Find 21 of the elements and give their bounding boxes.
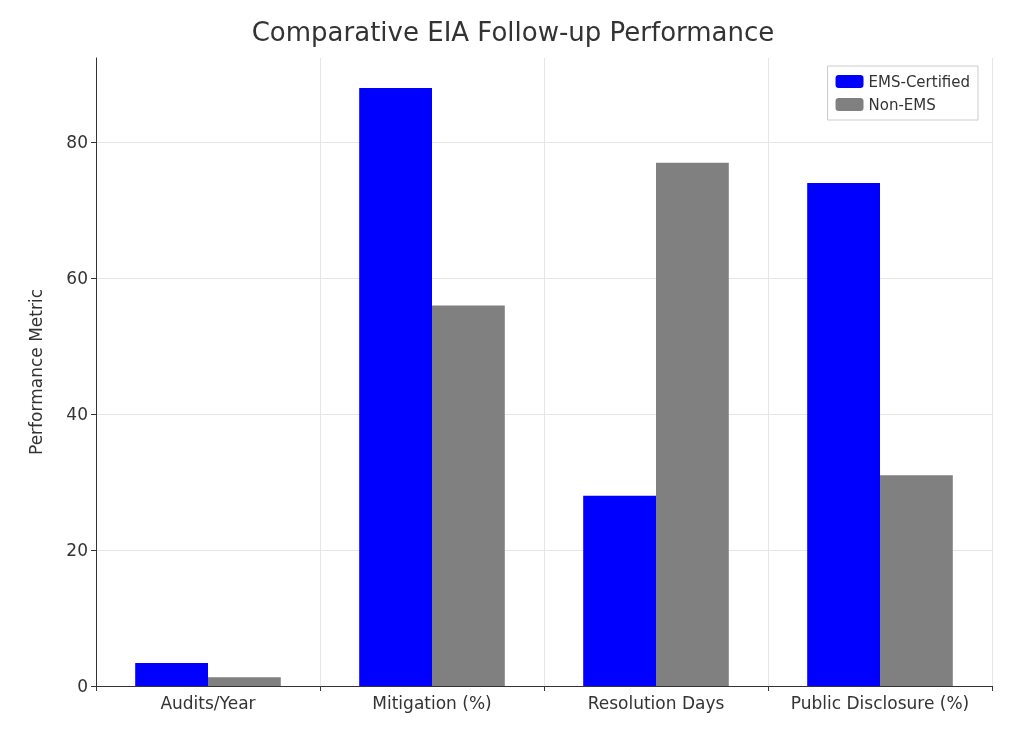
- x-tick-label: Resolution Days: [587, 692, 725, 713]
- bar: [880, 475, 953, 686]
- bar: [807, 183, 880, 686]
- bar: [583, 495, 656, 686]
- legend-label: Non-EMS: [868, 95, 936, 114]
- y-axis-title: Performance Metric: [25, 289, 46, 455]
- x-tick-label: Public Disclosure (%): [790, 692, 970, 713]
- y-tick-label: 20: [66, 540, 88, 561]
- y-tick-label: 80: [66, 132, 88, 153]
- y-tick-label: 60: [66, 268, 88, 289]
- bar: [135, 662, 208, 686]
- bar: [359, 87, 432, 686]
- chart-title: Comparative EIA Follow-up Performance: [251, 17, 775, 47]
- bar: [208, 677, 281, 686]
- bar: [432, 305, 505, 686]
- bar: [656, 162, 729, 686]
- y-tick-label: 40: [66, 404, 88, 425]
- x-tick-label: Audits/Year: [160, 692, 256, 713]
- x-tick-label: Mitigation (%): [372, 692, 492, 713]
- legend-label: EMS-Certified: [868, 72, 971, 91]
- y-tick-label: 0: [77, 676, 88, 696]
